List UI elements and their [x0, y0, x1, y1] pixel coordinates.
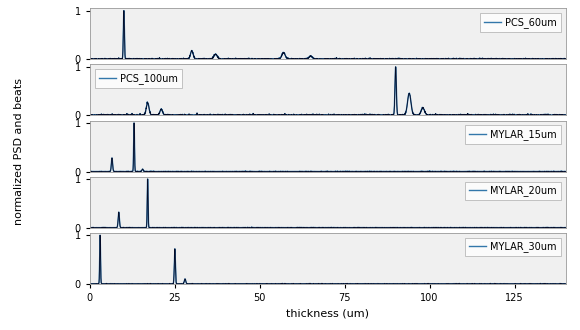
Legend: MYLAR_15um: MYLAR_15um: [465, 125, 561, 144]
Legend: PCS_60um: PCS_60um: [480, 13, 561, 32]
Legend: MYLAR_30um: MYLAR_30um: [465, 238, 561, 256]
Legend: MYLAR_20um: MYLAR_20um: [465, 182, 561, 200]
Text: normalized PSD and beats: normalized PSD and beats: [14, 78, 24, 225]
X-axis label: thickness (um): thickness (um): [286, 308, 369, 318]
Legend: PCS_100um: PCS_100um: [95, 69, 182, 88]
